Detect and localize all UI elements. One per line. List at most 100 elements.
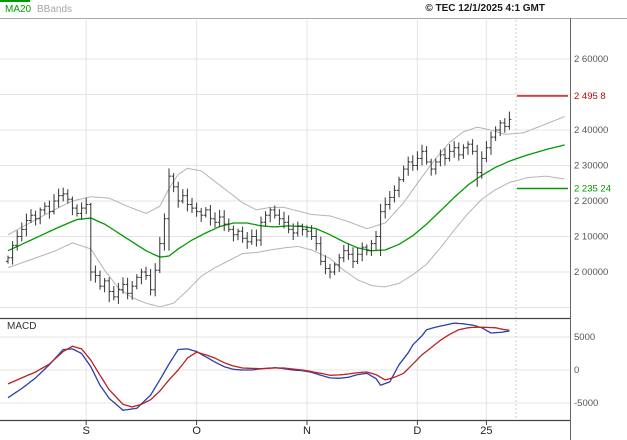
bollinger-lower-line [7, 175, 565, 308]
candle [19, 222, 24, 242]
candle [38, 207, 43, 225]
candle [438, 149, 443, 167]
candle [277, 209, 282, 226]
candle [153, 263, 158, 297]
macd-tick-label: 0 [574, 365, 579, 376]
candle [493, 126, 498, 141]
legend-bbands[interactable]: BBands [37, 4, 73, 15]
candle [93, 265, 98, 283]
month-tick-label: D [413, 425, 421, 437]
candle [433, 158, 438, 175]
candle [29, 209, 33, 224]
candle [254, 229, 259, 247]
candle [263, 211, 268, 227]
candle [162, 213, 167, 251]
candle [429, 158, 434, 176]
candle [102, 277, 107, 293]
candle [61, 187, 66, 202]
candle [180, 189, 185, 204]
candle [295, 221, 300, 237]
candle [378, 203, 383, 257]
candle [332, 262, 337, 276]
candle [75, 204, 79, 217]
candle [489, 131, 493, 155]
candle [157, 236, 162, 274]
candle [203, 207, 208, 218]
candle [466, 141, 470, 155]
ma20-line [7, 144, 565, 258]
candle [318, 236, 323, 266]
candle [415, 151, 420, 171]
candle [351, 247, 355, 268]
candle [369, 239, 374, 257]
candle [222, 210, 227, 232]
macd-panel-label: MACD [7, 321, 37, 332]
month-tick-label: N [303, 425, 311, 437]
candle [387, 191, 392, 210]
candle [79, 202, 84, 220]
candle [249, 229, 254, 245]
month-tick-label: 25 [480, 425, 492, 437]
resistance-price-label: 2 495 8 [574, 91, 606, 102]
candle [24, 213, 29, 237]
candle [452, 141, 457, 158]
candle [420, 144, 424, 166]
candle [479, 151, 484, 179]
macd-indicator-panel [7, 322, 510, 411]
candle [70, 196, 75, 216]
candle [185, 188, 190, 212]
candle [56, 188, 61, 208]
candle [383, 197, 388, 219]
candle [337, 253, 342, 272]
candle [328, 263, 332, 279]
macd-signal-line [7, 326, 510, 408]
candle [47, 200, 52, 219]
candle [502, 118, 507, 133]
candle [88, 202, 93, 281]
candle [52, 194, 56, 215]
candle [107, 277, 112, 303]
candle [484, 140, 489, 163]
candle [98, 270, 102, 290]
candle [15, 230, 20, 251]
price-tick-label: 2 60000 [574, 54, 608, 65]
support-price-label: 2 235 24 [574, 183, 611, 194]
candle [406, 156, 411, 176]
candle [208, 205, 213, 226]
candle [84, 197, 89, 215]
candle [397, 176, 401, 198]
candle [116, 283, 121, 304]
candle [130, 281, 135, 300]
candle [217, 209, 222, 228]
candle [111, 286, 116, 301]
candle [167, 168, 171, 251]
price-tick-label: 2 40000 [574, 125, 608, 136]
candle [443, 148, 447, 166]
legend-ma20[interactable]: MA20 [5, 4, 32, 15]
candle [33, 210, 38, 226]
bollinger-upper-line [7, 116, 565, 236]
candle [364, 244, 369, 256]
candle [226, 218, 231, 232]
candle [392, 185, 397, 203]
month-tick-label: O [192, 425, 201, 437]
candle [323, 255, 328, 275]
candle [171, 173, 176, 193]
candle [199, 208, 204, 223]
candle [470, 139, 475, 155]
candle [144, 266, 148, 280]
candle [139, 268, 144, 285]
price-tick-label: 2 10000 [574, 232, 608, 243]
price-tick-label: 2 30000 [574, 161, 608, 172]
candle [507, 111, 512, 130]
candle [346, 243, 351, 260]
price-tick-label: 2 00000 [574, 267, 608, 278]
macd-tick-label: -5000 [574, 398, 598, 409]
candle [245, 232, 250, 249]
candle [231, 225, 236, 242]
candle [291, 223, 296, 241]
macd-tick-label: 5000 [574, 332, 595, 343]
candle [401, 165, 406, 183]
